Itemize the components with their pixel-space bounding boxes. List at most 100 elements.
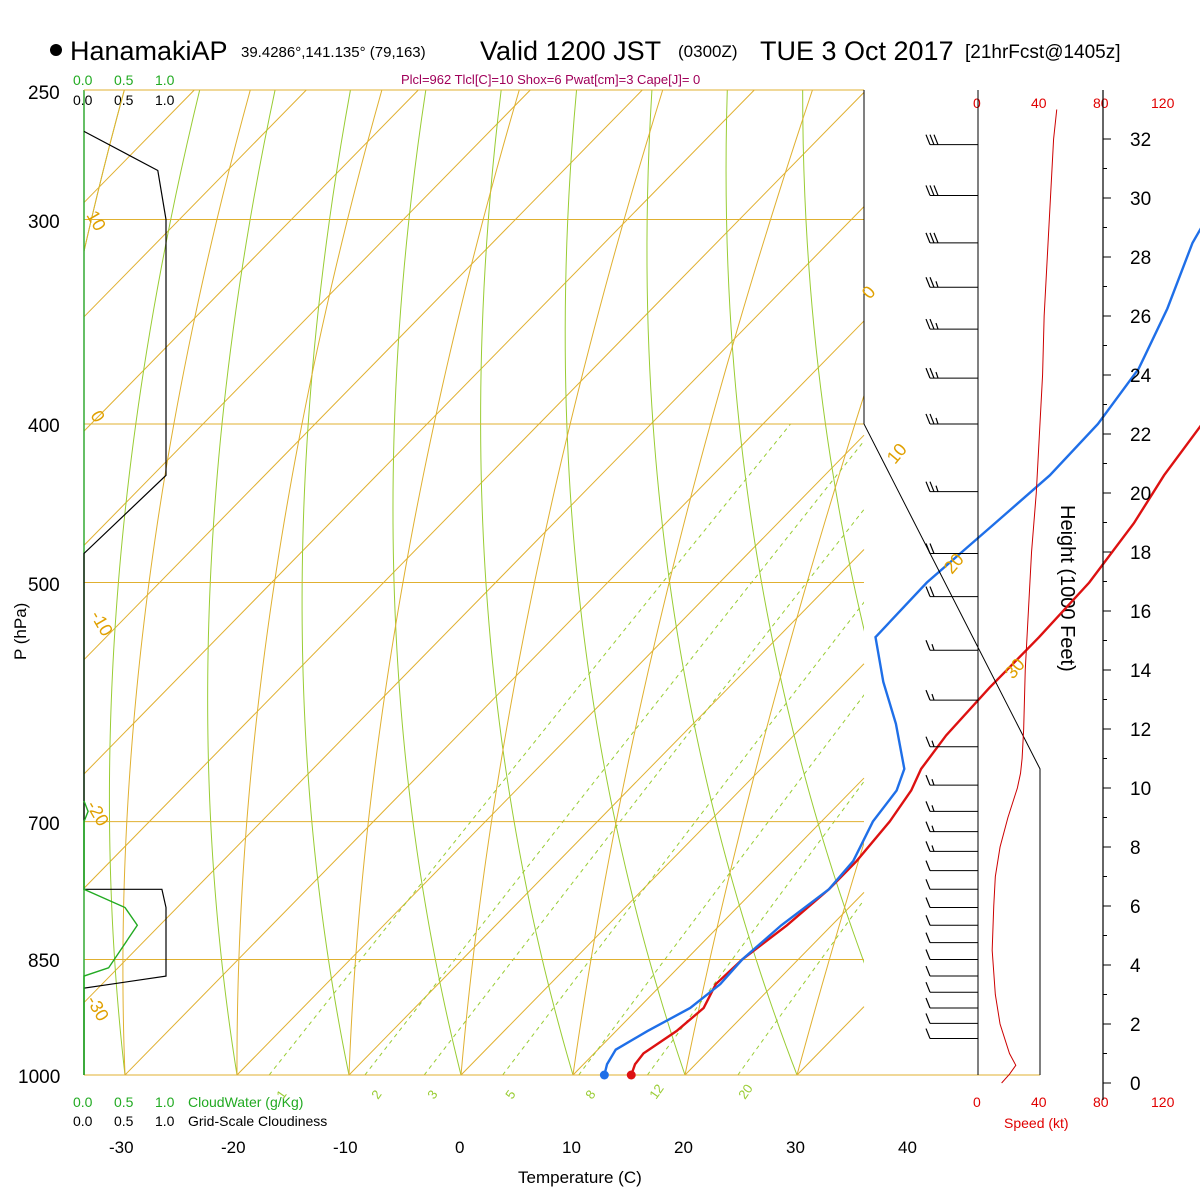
isotherm-line (83, 89, 419, 432)
wind-barb-feather (925, 318, 931, 330)
wind-barb-feather (929, 232, 935, 244)
pressure-tick-1000: 1000 (18, 1067, 60, 1088)
wind-barb-half-feather (935, 322, 939, 330)
isotherm-line (83, 89, 307, 318)
isotherm-label: 10 (883, 439, 911, 467)
dry-adiabat-line (108, 90, 201, 1075)
wind-barb-feather (933, 185, 939, 196)
moist-adiabat-line (236, 90, 383, 1075)
wind-barb-feather (925, 413, 931, 425)
temp-tick-20: 20 (674, 1138, 693, 1157)
moist-adiabat-line (572, 90, 813, 1075)
station-name: HanamakiAP (70, 36, 228, 66)
height-tick-2: 2 (1130, 1015, 1141, 1036)
wind-barb-feather (929, 543, 935, 554)
temp-tick-0: 0 (455, 1138, 464, 1157)
speed-bottom-0: 0 (973, 1094, 981, 1110)
height-tick-30: 30 (1130, 189, 1151, 210)
height-tick-4: 4 (1130, 956, 1141, 977)
pressure-axis: 250 300 400 500 700 850 1000 P (hPa) (11, 83, 60, 1088)
cloudiness-scale-bottom-0: 0.0 (73, 1113, 93, 1129)
wind-barb-feather (925, 981, 931, 993)
forecast-info: [21hrFcst@1405z] (965, 42, 1121, 63)
temp-tick-40: 40 (898, 1138, 917, 1157)
temp-tick-30: 30 (786, 1138, 805, 1157)
mixing-ratio-line (737, 899, 864, 1075)
sounding-parameters: Plcl=962 Tlcl[C]=10 Shox=6 Pwat[cm]=3 Ca… (401, 72, 700, 87)
isotherm-label: -10 (87, 607, 117, 640)
wind-barb (925, 965, 978, 977)
isotherm-label: 0 (858, 282, 880, 303)
mixing-ratio-label: 5 (502, 1087, 518, 1102)
wind-barb-feather (925, 774, 931, 786)
dry-adiabat-line (84, 90, 125, 254)
wind-barb-feather (925, 965, 931, 977)
height-tick-0: 0 (1130, 1074, 1141, 1095)
wind-barb-half-feather (931, 805, 935, 812)
wind-barb-half-feather (931, 825, 935, 832)
isotherm-line (83, 89, 195, 203)
cloudiness-scale-bottom-1: 1.0 (155, 1113, 175, 1129)
wind-barb (925, 736, 978, 748)
wind-barb (925, 277, 978, 288)
sounding-profiles (599, 227, 1200, 1080)
cloudwater-scale-top-1: 1.0 (155, 72, 175, 88)
mixing-ratio-line (364, 440, 864, 1075)
wind-barb-feather (925, 860, 931, 871)
speed-top-120: 120 (1151, 95, 1175, 111)
moist-adiabat-line (122, 90, 251, 1075)
dry-adiabat-line (725, 90, 864, 964)
wind-barb-feather (929, 185, 935, 196)
pressure-tick-850: 850 (28, 951, 60, 972)
temperature-profile (630, 424, 1200, 1076)
height-tick-22: 22 (1130, 425, 1151, 446)
wind-barb (925, 949, 978, 961)
cloud-scale-bottom: 0.0 0.5 1.0 CloudWater (g/Kg) 0.0 0.5 1.… (73, 1094, 327, 1129)
cloudiness-scale-top-05: 0.5 (114, 92, 134, 108)
wind-barb-feather (925, 277, 931, 288)
height-tick-10: 10 (1130, 779, 1151, 800)
wind-barb (925, 689, 978, 701)
height-tick-16: 16 (1130, 602, 1151, 623)
mixing-ratio-labels: 1 2 3 5 8 12 20 (273, 1081, 756, 1101)
panel-boundary (863, 423, 1041, 1075)
wind-barb (925, 481, 978, 493)
wind-barb-half-feather (935, 417, 939, 425)
height-tick-20: 20 (1130, 484, 1151, 505)
isotherm-line (83, 89, 755, 775)
wind-barb-feather (925, 481, 931, 492)
cloudwater-scale-top-0: 0.0 (73, 72, 93, 88)
wind-barb (925, 860, 978, 872)
wind-barb (925, 185, 978, 196)
wind-barb-feather (925, 915, 931, 926)
dry-adiabat-line (1026, 61, 1200, 1110)
isotherm-line (83, 89, 643, 661)
dry-adiabat-line (877, 61, 1151, 1110)
cloudiness-scale-bottom-05: 0.5 (114, 1113, 134, 1129)
moist-adiabat-line (796, 841, 864, 1075)
wind-barb-feather (925, 821, 931, 832)
speed-bottom-120: 120 (1151, 1094, 1175, 1110)
valid-date: TUE 3 Oct 2017 (760, 36, 954, 66)
mixing-ratio-line (268, 423, 791, 1075)
wind-barb-feather (929, 318, 935, 330)
wind-barb-feather (925, 736, 931, 747)
wind-barb-feather (929, 481, 935, 492)
wind-barb (925, 915, 978, 926)
isotherm-line (572, 777, 865, 1076)
wind-barb (925, 543, 978, 554)
speed-top-80: 80 (1093, 95, 1109, 111)
wind-barb-feather (929, 586, 935, 597)
wind-barb-feather (925, 949, 931, 960)
isotherm-line (796, 1006, 865, 1076)
wind-barb-feather (925, 232, 931, 244)
temperature-axis: -30 -20 -10 0 10 20 30 40 Temperature (C… (109, 1138, 917, 1187)
mixing-ratio-label: 2 (368, 1087, 384, 1102)
cloudwater-scale-top-05: 0.5 (114, 72, 134, 88)
dry-adiabat-line (564, 90, 686, 1075)
pressure-tick-500: 500 (28, 575, 60, 596)
cloudwater-scale-bottom-0: 0.0 (73, 1094, 93, 1110)
